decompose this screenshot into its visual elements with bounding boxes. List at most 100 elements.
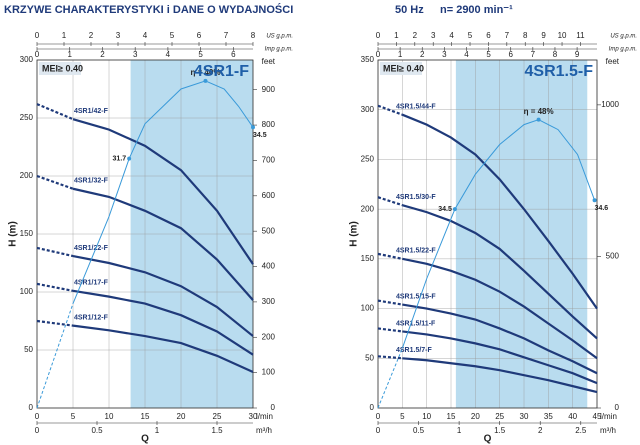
y2-tick-label: 600 bbox=[262, 191, 276, 200]
x-tick-label: 10 bbox=[422, 412, 431, 421]
pump-curve bbox=[402, 257, 598, 360]
top-tick-label: 1 bbox=[398, 50, 403, 59]
q-label: Q bbox=[484, 434, 492, 445]
x-tick-label: 30 bbox=[520, 412, 529, 421]
efficiency-curve-lead bbox=[36, 303, 74, 409]
bottom-tick-label: 1 bbox=[155, 426, 160, 435]
pump-curve-lead bbox=[377, 104, 403, 116]
top-tick-label: 5 bbox=[468, 31, 473, 40]
x-axis-label: l/min bbox=[256, 412, 273, 421]
y-tick-label: 50 bbox=[365, 353, 374, 362]
pump-curve bbox=[72, 187, 254, 301]
pump-curve bbox=[401, 113, 598, 310]
efficiency-value: 34.5 bbox=[253, 132, 267, 139]
top-axis-label: Imp g.p.m. bbox=[609, 47, 637, 53]
top-tick-label: 1 bbox=[62, 31, 67, 40]
x-tick-label: 15 bbox=[141, 412, 150, 421]
top-tick-label: 4 bbox=[166, 50, 171, 59]
top-tick-label: 2 bbox=[89, 31, 94, 40]
pump-curve bbox=[402, 357, 598, 394]
x-tick-label: 20 bbox=[471, 412, 480, 421]
x-tick-label: 45 bbox=[593, 412, 602, 421]
x-tick-label: 35 bbox=[544, 412, 553, 421]
y-tick-label: 300 bbox=[361, 105, 375, 114]
y2-tick-label: 900 bbox=[262, 85, 276, 94]
efficiency-value: 34.6 bbox=[595, 205, 609, 212]
plot-frame bbox=[377, 59, 598, 409]
pump-curve-lead bbox=[377, 355, 403, 360]
top-tick-label: 0 bbox=[35, 50, 40, 59]
y-tick-label: 150 bbox=[361, 254, 375, 263]
top-tick-label: 4 bbox=[143, 31, 148, 40]
top-tick-label: 0 bbox=[376, 50, 381, 59]
x-tick-label: 40 bbox=[568, 412, 577, 421]
bottom-tick-label: 1.5 bbox=[211, 426, 223, 435]
top-tick-label: 8 bbox=[523, 31, 528, 40]
top-tick-label: 0 bbox=[35, 31, 40, 40]
curve-label: 4SR1.5/44-F bbox=[396, 104, 436, 111]
y-tick-label: 300 bbox=[20, 55, 34, 64]
top-tick-label: 9 bbox=[575, 50, 580, 59]
efficiency-curve-lead bbox=[377, 348, 403, 409]
top-tick-label: 7 bbox=[531, 50, 536, 59]
pump-curve-lead bbox=[377, 252, 403, 260]
x-tick-label: 25 bbox=[495, 412, 504, 421]
y-tick-label: 200 bbox=[361, 204, 375, 213]
bottom-axis-label: m³/h bbox=[256, 426, 272, 435]
bottom-tick-label: 1 bbox=[457, 426, 462, 435]
curve-label: 4SR1.5/11-F bbox=[396, 320, 436, 327]
x-tick-label: 25 bbox=[213, 412, 222, 421]
efficiency-curve bbox=[401, 119, 596, 349]
annotation-box bbox=[380, 62, 422, 75]
y2-tick-label: 500 bbox=[606, 252, 620, 261]
top-tick-label: 0 bbox=[376, 31, 381, 40]
y2-tick-label: 500 bbox=[262, 226, 276, 235]
y-tick-label: 50 bbox=[24, 345, 33, 354]
efficiency-point bbox=[251, 125, 255, 130]
curve-label: 4SR1/32-F bbox=[74, 178, 109, 185]
y2-axis-label: feet bbox=[262, 57, 276, 66]
y2-axis-label: feet bbox=[606, 57, 620, 66]
top-tick-label: 3 bbox=[133, 50, 138, 59]
x-tick-label: 20 bbox=[177, 412, 186, 421]
top-tick-label: 7 bbox=[505, 31, 510, 40]
efficiency-label: η = 48% bbox=[524, 107, 554, 116]
speed: n= 2900 min⁻¹ bbox=[440, 4, 513, 16]
annotation-box bbox=[39, 62, 81, 75]
efficiency-point bbox=[452, 207, 457, 212]
x-axis-label: l/min bbox=[600, 412, 617, 421]
top-tick-label: 2 bbox=[420, 50, 425, 59]
top-axis-label: Imp g.p.m. bbox=[265, 47, 293, 53]
pump-curve bbox=[72, 289, 254, 356]
y-tick-label: 0 bbox=[29, 403, 34, 412]
y-axis-label: H (m) bbox=[8, 221, 19, 247]
curve-label: 4SR1.5/30-F bbox=[396, 194, 436, 201]
top-axis-label: US g.p.m. bbox=[266, 34, 293, 40]
pump-curve-lead bbox=[36, 282, 74, 292]
bottom-tick-label: 0 bbox=[35, 426, 40, 435]
pump-curve bbox=[402, 204, 598, 340]
chart-title: 4SR1-F bbox=[194, 63, 249, 80]
curve-label: 4SR1.5/22-F bbox=[396, 248, 436, 255]
y2-tick-label: 400 bbox=[262, 262, 276, 271]
curve-label: 4SR1.5/15-F bbox=[396, 293, 436, 300]
top-tick-label: 10 bbox=[558, 31, 567, 40]
curve-label: 4SR1/12-F bbox=[74, 314, 109, 321]
bottom-tick-label: 2.5 bbox=[575, 426, 587, 435]
efficiency-value: 31.7 bbox=[113, 155, 127, 162]
top-tick-label: 7 bbox=[224, 31, 229, 40]
y2-tick-label: 1000 bbox=[601, 100, 619, 109]
y-axis-label: H (m) bbox=[349, 221, 360, 247]
top-tick-label: 3 bbox=[431, 31, 436, 40]
pump-curve-lead bbox=[36, 319, 74, 327]
top-tick-label: 2 bbox=[413, 31, 418, 40]
annotation: MEI≥ 0.40 bbox=[42, 63, 83, 73]
top-tick-label: 6 bbox=[509, 50, 514, 59]
pump-curve-lead bbox=[36, 174, 74, 190]
curve-label: 4SR1/17-F bbox=[74, 280, 109, 287]
frequency: 50 Hz bbox=[395, 4, 424, 16]
efficiency-curve bbox=[72, 80, 254, 304]
bottom-tick-label: 0.5 bbox=[91, 426, 103, 435]
x-tick-label: 15 bbox=[447, 412, 456, 421]
top-tick-label: 8 bbox=[251, 31, 256, 40]
